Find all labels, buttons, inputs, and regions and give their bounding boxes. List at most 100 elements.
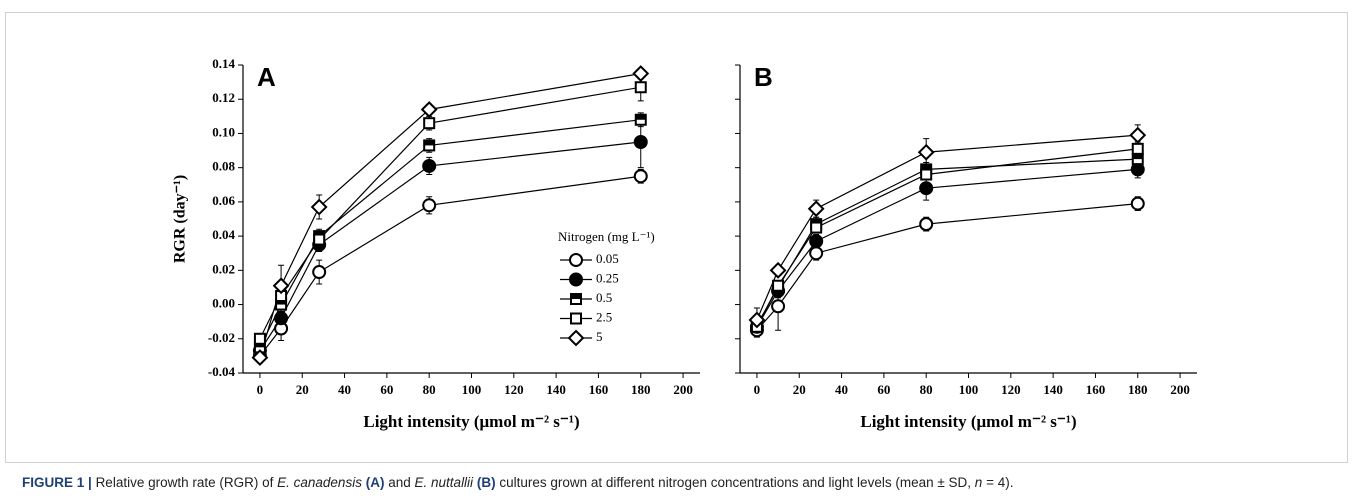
y-tick-label: 0.14 <box>212 56 235 71</box>
marker-shape <box>1132 154 1143 160</box>
marker-shape <box>921 164 932 170</box>
x-tick-label: 200 <box>1170 382 1190 397</box>
marker-shape <box>748 311 766 329</box>
marker-shape <box>276 299 287 305</box>
marker-shape <box>920 168 933 181</box>
marker-shape <box>919 217 934 232</box>
marker-shape <box>312 265 327 280</box>
x-tick-label: 120 <box>504 382 524 397</box>
marker-shape <box>569 253 583 267</box>
marker-shape <box>253 332 266 345</box>
y-tick-label: 0.00 <box>212 296 235 311</box>
x-tick-label: 100 <box>959 382 979 397</box>
marker-shape <box>917 143 935 161</box>
caption-text: Relative growth rate (RGR) of <box>95 475 274 490</box>
legend-label: 0.25 <box>596 270 619 285</box>
marker <box>272 277 290 295</box>
y-tick-label: 0.06 <box>212 193 235 208</box>
x-tick-label: 100 <box>462 382 482 397</box>
marker-shape <box>772 279 785 292</box>
x-tick-label: 80 <box>920 382 933 397</box>
marker <box>1130 162 1145 177</box>
legend-label: 0.5 <box>596 290 612 305</box>
marker-shape <box>571 294 581 299</box>
marker <box>633 135 648 149</box>
x-tick-label: 20 <box>296 382 309 397</box>
marker-shape <box>254 342 265 348</box>
marker <box>1130 196 1145 211</box>
marker <box>1129 126 1147 144</box>
x-tick-label: 40 <box>338 382 351 397</box>
marker <box>1131 142 1144 155</box>
caption: FIGURE 1 | Relative growth rate (RGR) of… <box>22 475 1013 490</box>
marker <box>634 81 647 94</box>
marker-shape <box>1130 196 1145 211</box>
marker <box>809 246 824 261</box>
series-line <box>259 72 641 358</box>
caption-label: FIGURE 1 | <box>22 475 92 490</box>
x-tick-label: 140 <box>1043 382 1063 397</box>
marker-shape <box>422 198 437 213</box>
x-axis-label: Light intensity (μmol m⁻² s⁻¹) <box>860 412 1076 431</box>
legend-label: 2.5 <box>596 309 612 324</box>
marker-shape <box>422 158 437 173</box>
y-tick-label: -0.04 <box>208 364 236 379</box>
caption-text: = 4). <box>986 475 1014 490</box>
marker <box>569 272 583 287</box>
marker <box>313 233 326 246</box>
x-tick-label: 180 <box>1128 382 1148 397</box>
y-tick-label: -0.02 <box>208 330 235 345</box>
caption-species: E. canadensis <box>277 475 362 490</box>
marker <box>312 265 327 280</box>
y-tick-label: 0.02 <box>212 261 235 276</box>
marker <box>919 217 934 232</box>
y-tick-label: 0.10 <box>212 124 235 139</box>
marker <box>423 117 436 130</box>
x-tick-label: 60 <box>380 382 393 397</box>
marker-shape <box>634 81 647 94</box>
marker <box>634 113 647 126</box>
marker-shape <box>769 261 787 279</box>
marker <box>919 181 934 196</box>
x-tick-label: 0 <box>754 382 761 397</box>
x-tick-label: 140 <box>546 382 566 397</box>
caption-panel: (B) <box>476 475 496 490</box>
marker <box>567 329 585 347</box>
marker <box>1131 153 1144 166</box>
marker-shape <box>632 65 650 82</box>
legend-label: 5 <box>596 329 603 344</box>
marker <box>917 143 935 161</box>
marker <box>422 198 437 213</box>
marker-shape <box>1129 126 1147 144</box>
y-tick-label: 0.04 <box>212 227 235 242</box>
y-tick-label: 0.12 <box>212 90 235 105</box>
marker <box>423 139 436 152</box>
marker <box>920 168 933 181</box>
marker <box>807 200 825 218</box>
marker <box>422 158 437 173</box>
x-tick-label: 160 <box>589 382 609 397</box>
chart: -0.04 -0.02 0.00 0.02 0.04 0.06 0.08 0.10 0.12 0.… <box>5 12 1348 463</box>
marker <box>253 332 266 345</box>
y-tick-label: 0.08 <box>212 159 235 174</box>
marker-shape <box>810 221 823 234</box>
marker-shape <box>771 299 786 314</box>
marker-shape <box>420 101 438 118</box>
marker-shape <box>807 200 825 218</box>
caption-text: cultures grown at different nitrogen con… <box>499 475 972 490</box>
marker-shape <box>310 198 328 216</box>
marker <box>570 293 582 305</box>
marker-shape <box>274 311 289 326</box>
marker-shape <box>809 234 824 249</box>
y-axis-label: RGR (day⁻¹) <box>172 175 189 263</box>
x-tick-label: 180 <box>631 382 651 397</box>
x-tick-label: 40 <box>835 382 848 397</box>
x-tick-label: 0 <box>257 382 264 397</box>
marker <box>809 234 824 249</box>
marker <box>420 101 438 118</box>
caption-n: n <box>974 475 983 490</box>
marker-shape <box>570 312 582 325</box>
marker <box>310 198 328 216</box>
panel-label: A <box>257 62 276 92</box>
marker-shape <box>1130 162 1145 177</box>
